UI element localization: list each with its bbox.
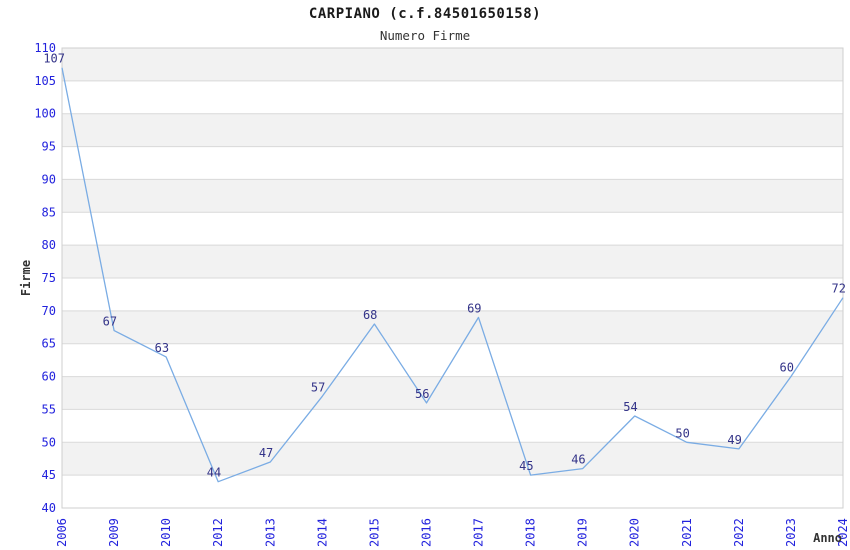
plot-band bbox=[62, 146, 843, 180]
data-label: 44 bbox=[207, 466, 221, 480]
y-tick-label: 85 bbox=[42, 205, 56, 219]
x-tick-label: 2017 bbox=[472, 518, 486, 547]
y-tick-label: 75 bbox=[42, 271, 56, 285]
y-tick-label: 100 bbox=[34, 107, 56, 121]
data-label: 69 bbox=[467, 301, 481, 315]
plot-band bbox=[62, 179, 843, 213]
y-tick-label: 80 bbox=[42, 238, 56, 252]
x-tick-label: 2014 bbox=[315, 518, 329, 547]
y-tick-label: 40 bbox=[42, 501, 56, 515]
x-axis-title: Anno bbox=[813, 531, 842, 545]
plot-band bbox=[62, 80, 843, 114]
x-tick-label: 2006 bbox=[55, 518, 69, 547]
x-tick-label: 2012 bbox=[211, 518, 225, 547]
plot-band bbox=[62, 48, 843, 81]
y-tick-label: 95 bbox=[42, 140, 56, 154]
x-tick-label: 2022 bbox=[732, 518, 746, 547]
x-tick-label: 2024 bbox=[836, 518, 850, 547]
data-label: 46 bbox=[571, 453, 585, 467]
data-label: 57 bbox=[311, 380, 325, 394]
y-tick-label: 90 bbox=[42, 172, 56, 186]
y-tick-label: 105 bbox=[34, 74, 56, 88]
x-tick-label: 2010 bbox=[159, 518, 173, 547]
data-label: 68 bbox=[363, 308, 377, 322]
data-label: 50 bbox=[675, 426, 689, 440]
plot-band bbox=[62, 278, 843, 311]
data-line bbox=[61, 67, 844, 483]
plot-bands bbox=[62, 48, 843, 508]
y-tick-label: 50 bbox=[42, 435, 56, 449]
x-tick-label: 2023 bbox=[784, 518, 798, 547]
y-tick-label: 45 bbox=[42, 468, 56, 482]
y-tick-label: 70 bbox=[42, 304, 56, 318]
plot-band bbox=[62, 245, 843, 278]
x-tick-label: 2020 bbox=[628, 518, 642, 547]
plot-band bbox=[62, 113, 843, 147]
plot-band bbox=[62, 409, 843, 443]
x-tick-label: 2009 bbox=[107, 518, 121, 547]
data-label: 63 bbox=[155, 341, 169, 355]
chart-title: CARPIANO (c.f.84501650158) bbox=[308, 6, 542, 22]
y-tick-label: 110 bbox=[34, 41, 56, 55]
x-tick-labels: 2006 2009 2010 2012 2013 2014 2015 2016 2017 2018… bbox=[55, 518, 850, 547]
x-tick-label: 2013 bbox=[263, 518, 277, 547]
data-label: 72 bbox=[832, 282, 846, 296]
data-label: 56 bbox=[415, 387, 429, 401]
x-tick-label: 2016 bbox=[419, 518, 433, 547]
chart-subtitle: Numero Firme bbox=[379, 28, 471, 43]
data-label: 45 bbox=[519, 459, 533, 473]
data-label: 54 bbox=[623, 400, 637, 414]
plot-band bbox=[62, 212, 843, 246]
x-tick-label: 2019 bbox=[576, 518, 590, 547]
data-label: 60 bbox=[779, 361, 793, 375]
y-axis-title: Firme bbox=[19, 260, 33, 296]
plot-band bbox=[62, 310, 843, 344]
plot-band bbox=[62, 475, 843, 508]
plot-band bbox=[62, 376, 843, 410]
data-label: 67 bbox=[103, 315, 117, 329]
y-tick-label: 60 bbox=[42, 370, 56, 384]
y-tick-labels: 40 45 50 55 60 65 70 75 80 85 90 95 100 105 110 bbox=[34, 41, 56, 515]
x-tick-label: 2018 bbox=[524, 518, 538, 547]
x-tick-label: 2015 bbox=[367, 518, 381, 547]
data-labels: 107 67 63 44 47 57 68 56 69 45 46 54 50 49 60 72 bbox=[43, 52, 846, 480]
y-tick-label: 65 bbox=[42, 337, 56, 351]
plot-border bbox=[61, 47, 844, 509]
x-tick-label: 2021 bbox=[680, 518, 694, 547]
y-tick-label: 55 bbox=[42, 402, 56, 416]
data-label: 47 bbox=[259, 446, 273, 460]
data-label: 49 bbox=[727, 433, 741, 447]
plot-band bbox=[62, 442, 843, 476]
data-label: 107 bbox=[43, 52, 65, 66]
